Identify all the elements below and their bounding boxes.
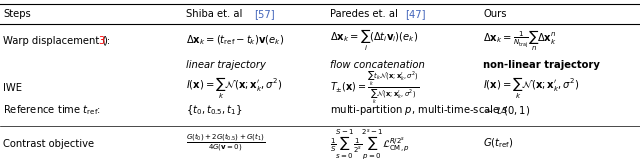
Text: multi-partition $p$, multi-time-scale $s$: multi-partition $p$, multi-time-scale $s… [330, 103, 508, 117]
Text: $\{t_0, t_{0.5}, t_1\}$: $\{t_0, t_{0.5}, t_1\}$ [186, 103, 242, 117]
Text: $I(\mathbf{x}) = \sum_k \mathcal{N}(\mathbf{x};\mathbf{x}_k^{\prime},\sigma^2)$: $I(\mathbf{x}) = \sum_k \mathcal{N}(\mat… [186, 75, 282, 101]
Text: $\Delta\mathbf{x}_k = \sum_i(\Delta t_i\mathbf{v}_i)(e_k)$: $\Delta\mathbf{x}_k = \sum_i(\Delta t_i\… [330, 28, 418, 53]
Text: $\frac{G(t_0)+2G(t_{0.5})+G(t_1)}{4G(\mathbf{v}=0)}$: $\frac{G(t_0)+2G(t_{0.5})+G(t_1)}{4G(\ma… [186, 133, 265, 154]
Text: Reference time $t_\mathrm{ref}$:: Reference time $t_\mathrm{ref}$: [3, 103, 101, 117]
Text: Ours: Ours [483, 9, 507, 19]
Text: flow concatenation: flow concatenation [330, 60, 424, 70]
Text: Steps: Steps [3, 9, 31, 19]
Text: Shiba et. al: Shiba et. al [186, 9, 245, 19]
Text: IWE: IWE [3, 83, 22, 93]
Text: linear trajectory: linear trajectory [186, 60, 266, 70]
Text: $\Delta\mathbf{x}_k = (t_\mathrm{ref} - t_k)\mathbf{v}(e_k)$: $\Delta\mathbf{x}_k = (t_\mathrm{ref} - … [186, 34, 284, 47]
Text: [47]: [47] [405, 9, 426, 19]
Text: $I(\mathbf{x}) = \sum_k \mathcal{N}(\mathbf{x};\mathbf{x}_k^{\prime},\sigma^2)$: $I(\mathbf{x}) = \sum_k \mathcal{N}(\mat… [483, 75, 580, 101]
Text: $G(t_\mathrm{ref})$: $G(t_\mathrm{ref})$ [483, 137, 514, 150]
Text: ):: ): [103, 36, 110, 46]
Text: $T_{\pm}(\mathbf{x}) = \frac{\sum_k t_k\mathcal{N}(\mathbf{x};\mathbf{x}_k^{\pri: $T_{\pm}(\mathbf{x}) = \frac{\sum_k t_k\… [330, 70, 419, 106]
Text: Warp displacement (: Warp displacement ( [3, 36, 106, 46]
Text: non-linear trajectory: non-linear trajectory [483, 60, 600, 70]
Text: [57]: [57] [254, 9, 275, 19]
Text: $\frac{1}{S}\sum_{s=0}^{S-1}\frac{1}{2^s}\sum_{p=0}^{2^s-1}\mathcal{L}_{\mathrm{: $\frac{1}{S}\sum_{s=0}^{S-1}\frac{1}{2^s… [330, 127, 410, 161]
Text: Contrast objective: Contrast objective [3, 139, 94, 149]
Text: 3: 3 [98, 36, 104, 46]
Text: $\Delta\mathbf{x}_k = \frac{1}{N_\mathrm{traj}}\sum_n \Delta\mathbf{x}_k^n$: $\Delta\mathbf{x}_k = \frac{1}{N_\mathrm… [483, 29, 557, 53]
Text: Paredes et. al: Paredes et. al [330, 9, 401, 19]
Text: $\sim \mathcal{U}(0,1)$: $\sim \mathcal{U}(0,1)$ [483, 104, 531, 117]
